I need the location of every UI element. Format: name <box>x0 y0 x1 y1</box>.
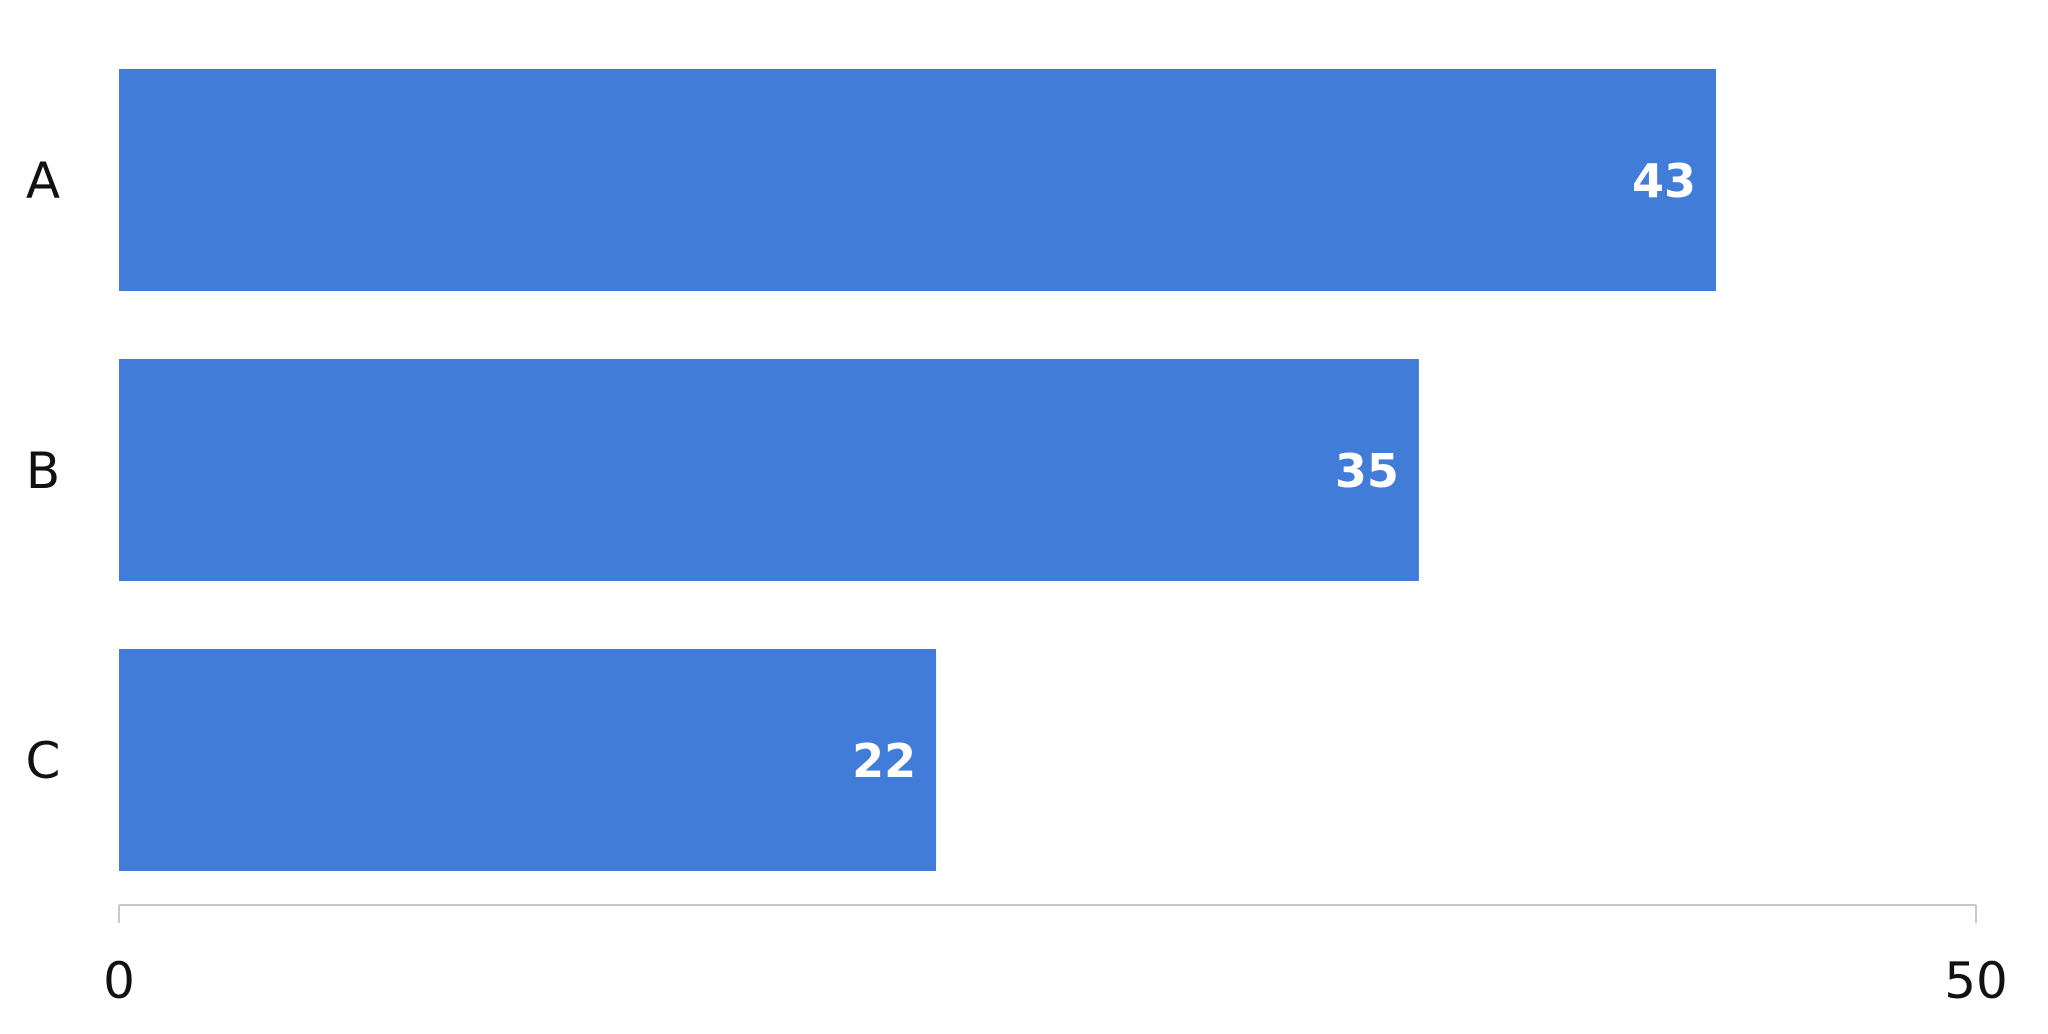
category-label-b: B <box>26 442 60 500</box>
x-axis: 0 50 <box>103 904 2008 1010</box>
category-label-c: C <box>26 732 61 790</box>
data-label-a: 43 <box>1632 154 1696 208</box>
x-tick-label-50: 50 <box>1944 952 2008 1010</box>
x-tick-label-0: 0 <box>103 952 135 1010</box>
data-label-b: 35 <box>1335 444 1399 498</box>
bars-group: A 43 B 35 C 22 <box>26 69 1717 871</box>
bar-c <box>119 649 937 871</box>
bar-b <box>119 359 1419 581</box>
data-label-c: 22 <box>852 734 916 788</box>
category-label-a: A <box>26 152 60 210</box>
bar-a <box>119 69 1717 291</box>
